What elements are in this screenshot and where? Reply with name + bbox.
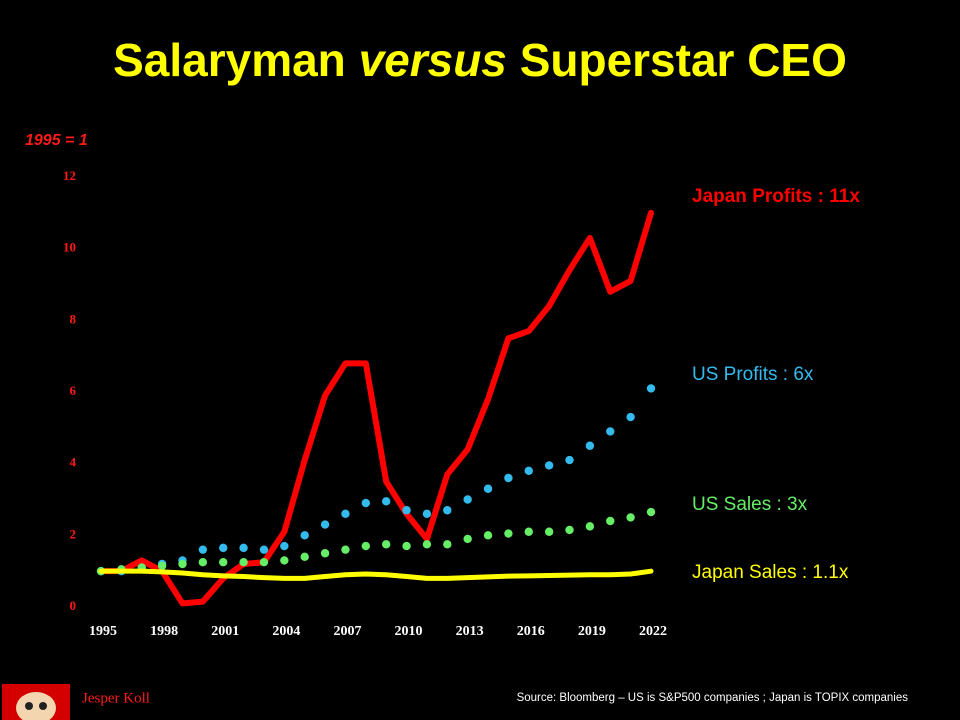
data-point <box>443 506 452 515</box>
chart-title: Salaryman versus Superstar CEO <box>113 34 847 86</box>
data-point <box>239 543 248 553</box>
data-point <box>504 529 513 538</box>
data-point <box>646 507 656 517</box>
data-point <box>219 558 228 567</box>
series-label: Japan Sales : 1.1x <box>692 562 849 583</box>
x-tick-label: 1998 <box>150 624 178 639</box>
data-point <box>402 506 411 515</box>
data-point <box>381 497 391 506</box>
data-point <box>198 558 208 567</box>
x-tick-label: 2001 <box>211 624 239 639</box>
data-point <box>463 534 472 544</box>
title-part: versus <box>359 34 507 86</box>
data-point <box>300 552 309 562</box>
series-line <box>98 568 654 581</box>
x-tick-label: 2010 <box>395 624 423 639</box>
data-point <box>157 561 167 570</box>
data-point <box>259 558 269 567</box>
data-point <box>585 522 595 531</box>
data-point <box>259 545 269 554</box>
title-part: Salaryman <box>113 34 346 86</box>
data-point <box>402 541 411 551</box>
data-point <box>544 461 554 470</box>
x-tick-label: 2013 <box>456 624 484 639</box>
y-tick-label: 2 <box>70 526 77 541</box>
x-tick-label: 2016 <box>517 624 545 639</box>
data-point <box>565 525 574 535</box>
data-point <box>443 540 452 549</box>
author: Jesper Koll <box>82 690 150 706</box>
y-axis-label: 1995 = 1 <box>25 132 88 149</box>
author-icon <box>2 684 70 720</box>
data-point <box>524 466 533 476</box>
data-point <box>219 543 228 553</box>
data-point <box>626 513 635 522</box>
data-point <box>280 541 289 551</box>
y-tick-label: 0 <box>70 598 77 613</box>
data-point <box>524 527 533 536</box>
series-label: Japan Profits : 11x <box>692 186 860 207</box>
data-point <box>463 495 472 504</box>
data-point <box>198 545 208 554</box>
x-tick-label: 1995 <box>89 624 117 639</box>
x-tick-label: 2004 <box>272 624 300 639</box>
data-point <box>422 540 432 549</box>
source-note: Source: Bloomberg – US is S&P500 compani… <box>517 692 909 704</box>
y-tick-label: 6 <box>70 383 77 398</box>
data-point <box>565 455 574 465</box>
y-tick-label: 4 <box>70 455 77 470</box>
data-point <box>361 541 371 551</box>
series-label: US Profits : 6x <box>692 364 814 385</box>
x-tick-label: 2007 <box>333 624 361 639</box>
data-point <box>178 559 187 569</box>
data-point <box>381 540 391 549</box>
data-point <box>422 509 432 519</box>
y-tick-label: 12 <box>63 168 76 183</box>
data-point <box>585 441 595 450</box>
y-tick-label: 10 <box>63 240 76 255</box>
title-part: Superstar CEO <box>520 34 847 86</box>
data-point <box>320 520 330 529</box>
series-line <box>98 209 654 607</box>
data-point <box>239 558 248 567</box>
series-label: US Sales : 3x <box>692 494 808 515</box>
x-tick-label: 2022 <box>639 624 667 639</box>
data-point <box>280 556 289 565</box>
data-point <box>300 531 309 540</box>
data-point <box>606 427 615 436</box>
x-tick-label: 2019 <box>578 624 606 639</box>
data-point <box>646 384 656 393</box>
data-point <box>320 549 330 558</box>
data-point <box>483 531 493 540</box>
data-point <box>483 484 493 493</box>
data-point <box>626 412 635 422</box>
data-point <box>341 545 350 554</box>
data-point <box>606 516 615 526</box>
data-point <box>544 527 554 536</box>
data-point <box>504 473 513 483</box>
data-point <box>341 509 350 519</box>
data-point <box>361 498 371 508</box>
y-tick-label: 8 <box>70 311 77 326</box>
